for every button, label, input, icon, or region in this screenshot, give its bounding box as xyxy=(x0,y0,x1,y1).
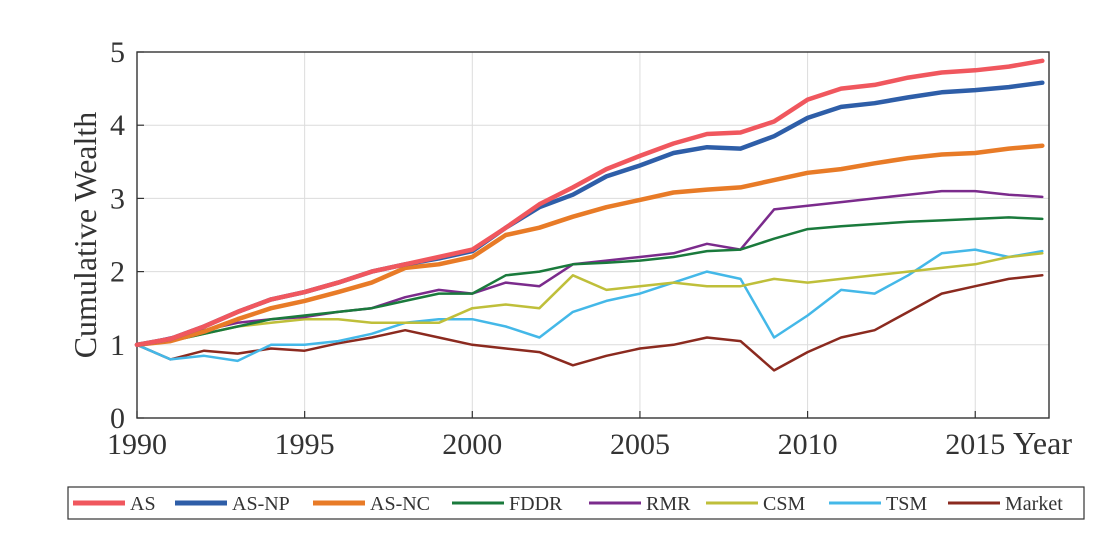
x-tick-label: 2005 xyxy=(610,428,670,461)
legend-label-fddr: FDDR xyxy=(509,493,563,515)
x-tick-label: 1990 xyxy=(107,428,167,461)
y-tick-label: 3 xyxy=(110,182,125,215)
grid xyxy=(136,51,1049,419)
y-tick-label: 0 xyxy=(110,402,125,435)
plot-area xyxy=(136,51,1050,419)
x-tick-label: 2015 xyxy=(945,428,1005,461)
legend-label-as: AS xyxy=(130,493,156,515)
legend-label-csm: CSM xyxy=(763,493,805,515)
series-line-as-nc xyxy=(134,143,1045,348)
y-tick-label: 4 xyxy=(110,109,125,142)
series-lines xyxy=(134,58,1045,372)
legend xyxy=(67,486,1085,520)
x-tick-label: 2000 xyxy=(442,428,502,461)
y-tick-label: 5 xyxy=(110,36,125,69)
y-axis-label: Cumulative Wealth xyxy=(67,112,103,359)
x-tick-label: 2010 xyxy=(778,428,838,461)
series-line-as xyxy=(134,58,1045,348)
y-axis: 0 1 2 3 4 5 xyxy=(110,36,144,435)
legend-label-market: Market xyxy=(1005,493,1063,515)
y-tick-label: 1 xyxy=(110,329,125,362)
legend-label-rmr: RMR xyxy=(646,493,691,515)
x-tick-label: 1995 xyxy=(275,428,335,461)
series-line-csm xyxy=(135,252,1044,347)
x-axis: 1990 1995 2000 2005 2010 2015 xyxy=(107,411,1005,461)
series-line-market xyxy=(135,274,1044,372)
legend-entries: AS AS-NP AS-NC FDDR RMR CSM TSM Market xyxy=(73,493,1063,515)
series-line-tsm xyxy=(135,248,1044,363)
legend-label-as-np: AS-NP xyxy=(232,493,290,515)
legend-label-tsm: TSM xyxy=(886,493,927,515)
series-line-fddr xyxy=(135,216,1044,347)
x-axis-label: Year xyxy=(1013,425,1072,461)
y-tick-label: 2 xyxy=(110,256,125,289)
legend-label-as-nc: AS-NC xyxy=(370,493,430,515)
